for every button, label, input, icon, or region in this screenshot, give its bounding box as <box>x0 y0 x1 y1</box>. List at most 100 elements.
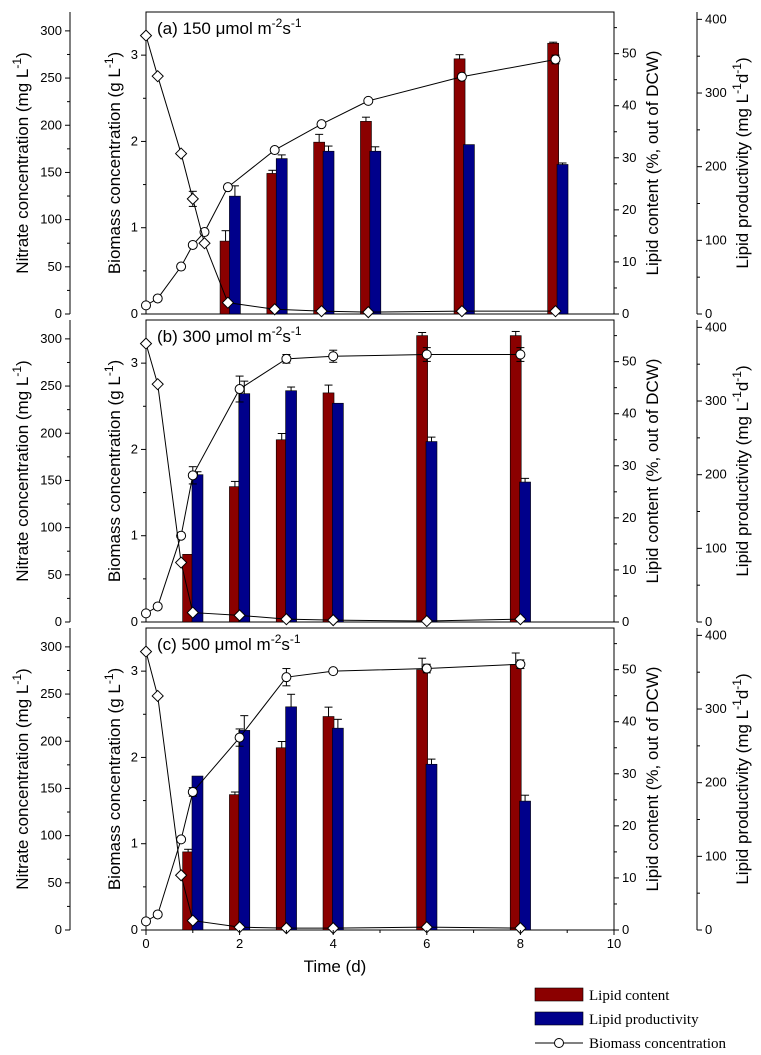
panel-title-unit: mol m <box>225 327 271 346</box>
lipid-content-axis-title: Lipid content (%, out of DCW) <box>643 359 662 584</box>
lipid-content-tick-label: 20 <box>622 202 636 217</box>
productivity-axis-title-mid: d <box>733 382 752 391</box>
biomass-point <box>363 95 374 106</box>
productivity-tick-label: 400 <box>705 627 727 642</box>
lipid-content-tick-label: 40 <box>622 406 636 421</box>
productivity-axis-title-end: ) <box>733 673 752 679</box>
lipid-productivity-bar <box>191 474 204 623</box>
biomass-point <box>152 909 163 920</box>
panel-a: 0501001502002503000123010203040500100200… <box>10 11 752 321</box>
nitrate-tick-label: 100 <box>40 828 62 843</box>
nitrate-point <box>315 304 328 318</box>
panel-title-prefix: (a) 150 <box>157 19 216 38</box>
biomass-point <box>222 182 233 193</box>
legend-label: Lipid content <box>589 988 670 1004</box>
productivity-tick-label: 300 <box>705 85 727 100</box>
productivity-axis-title: Lipid productivity (mg L-1d-1) <box>730 365 752 576</box>
nitrate-tick-label: 200 <box>40 117 62 132</box>
nitrate-point <box>514 612 527 626</box>
biomass-tick-label: 3 <box>131 663 138 678</box>
x-tick-label: 6 <box>423 936 430 951</box>
biomass-point <box>176 530 187 541</box>
lipid-content-tick-label: 30 <box>622 150 636 165</box>
biomass-tick-label: 1 <box>131 836 138 851</box>
lipid-content-tick-label: 10 <box>622 870 636 885</box>
nitrate-point <box>420 614 434 628</box>
x-tick-label: 8 <box>517 936 524 951</box>
biomass-point <box>187 470 198 481</box>
biomass-point <box>281 672 292 683</box>
biomass-point <box>176 834 187 845</box>
biomass-axis-title-exp: -1 <box>102 57 116 68</box>
productivity-axis-title-mid: d <box>733 690 752 699</box>
biomass-axis-title-end: ) <box>105 52 124 58</box>
nitrate-axis-title-main: Nitrate concentration (mg L <box>13 685 32 890</box>
productivity-axis-title-main: Lipid productivity (mg L <box>733 710 752 885</box>
nitrate-tick-label: 100 <box>40 212 62 227</box>
nitrate-point <box>174 556 188 569</box>
panel-title-mid: s <box>282 327 291 346</box>
lipid-productivity-bar <box>425 763 438 931</box>
plot-frame <box>145 319 615 623</box>
x-tick-label: 2 <box>236 936 243 951</box>
nitrate-tick-label: 150 <box>40 780 62 795</box>
nitrate-tick-label: 300 <box>40 639 62 654</box>
biomass-point <box>316 119 327 130</box>
lipid-content-tick-label: 40 <box>622 714 636 729</box>
panel-title-mu: μ <box>216 19 226 38</box>
biomass-point <box>281 353 292 364</box>
biomass-point <box>515 659 526 670</box>
productivity-axis-title-exp1: -1 <box>730 699 744 710</box>
nitrate-tick-label: 300 <box>40 23 62 38</box>
lipid-content-tick-label: 50 <box>622 354 636 369</box>
nitrate-point <box>139 337 153 350</box>
legend: Lipid content Lipid productivity Biomass c… <box>534 987 727 1052</box>
productivity-tick-label: 200 <box>705 159 727 174</box>
nitrate-tick-label: 300 <box>40 331 62 346</box>
productivity-axis-title: Lipid productivity (mg L-1d-1) <box>730 57 752 268</box>
nitrate-point <box>186 192 200 206</box>
nitrate-axis-title-exp: -1 <box>10 366 24 377</box>
panel-title-exp2: -1 <box>290 632 301 646</box>
nitrate-line <box>145 35 556 313</box>
lipid-productivity-bar <box>519 800 531 931</box>
nitrate-point <box>198 237 211 250</box>
nitrate-point <box>174 147 188 160</box>
nitrate-tick-label: 0 <box>55 922 62 937</box>
biomass-axis-title-end: ) <box>105 668 124 674</box>
biomass-axis-title-exp: -1 <box>102 673 116 684</box>
lipid-productivity-bar <box>238 393 251 623</box>
panel-title-unit: mol m <box>224 635 270 654</box>
panel-title-exp2: -1 <box>291 324 302 338</box>
biomass-axis-title: Biomass concentration (g L-1) <box>102 360 124 582</box>
nitrate-axis-title-exp: -1 <box>10 58 24 69</box>
legend-label: Lipid productivity <box>589 1012 699 1028</box>
lipid-productivity-bar <box>369 150 382 315</box>
biomass-axis-title: Biomass concentration (g L-1) <box>102 668 124 890</box>
biomass-tick-label: 0 <box>131 922 138 937</box>
panel-title-exp2: -1 <box>291 16 302 30</box>
biomass-point <box>176 261 187 272</box>
biomass-point <box>456 71 467 82</box>
biomass-point <box>152 293 163 304</box>
nitrate-tick-label: 0 <box>55 306 62 321</box>
nitrate-point <box>151 377 164 391</box>
nitrate-axis-title-main: Nitrate concentration (mg L <box>13 377 32 582</box>
lipid-content-axis-title: Lipid content (%, out of DCW) <box>643 51 662 276</box>
nitrate-point <box>151 69 164 83</box>
nitrate-axis-title-exp: -1 <box>10 674 24 685</box>
lipid-content-tick-label: 40 <box>622 98 636 113</box>
productivity-tick-label: 100 <box>705 540 727 555</box>
lipid-productivity-bar <box>463 144 475 315</box>
nitrate-tick-label: 200 <box>40 733 62 748</box>
legend-swatch <box>534 987 584 1002</box>
lipid-productivity-bar <box>332 727 344 931</box>
panel-c: 0501001502002503000123010203040500100200… <box>10 627 752 976</box>
biomass-axis-title-exp: -1 <box>102 365 116 376</box>
x-axis-title: Time (d) <box>304 957 367 976</box>
nitrate-tick-label: 50 <box>48 259 62 274</box>
nitrate-tick-label: 0 <box>55 614 62 629</box>
productivity-tick-label: 300 <box>705 701 727 716</box>
nitrate-point <box>186 606 200 619</box>
x-tick-label: 0 <box>142 936 149 951</box>
